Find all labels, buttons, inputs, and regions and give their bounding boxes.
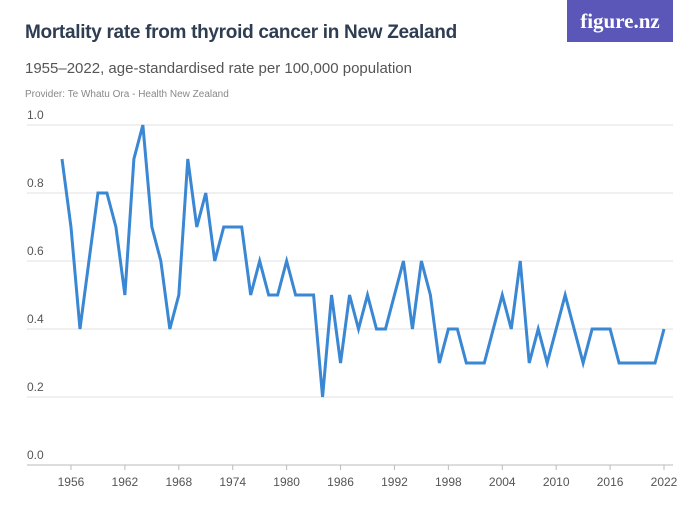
data-point [383,327,387,331]
data-point [563,293,567,297]
data-point [222,225,226,229]
data-point [159,259,163,263]
data-point [572,327,576,331]
y-tick-label: 0.8 [27,176,44,190]
data-point [455,327,459,331]
data-point [339,361,343,365]
data-point [141,123,145,127]
data-point [581,361,585,365]
data-point [96,191,100,195]
data-point [114,225,118,229]
x-tick-label: 1974 [219,475,246,489]
data-point [392,293,396,297]
x-tick-label: 1986 [327,475,354,489]
data-point [294,293,298,297]
data-point [518,259,522,263]
x-tick-label: 1968 [165,475,192,489]
x-tick-label: 2004 [489,475,516,489]
data-point [285,259,289,263]
data-point [554,327,558,331]
data-point [608,327,612,331]
chart-title: Mortality rate from thyroid cancer in Ne… [25,22,457,43]
data-point [213,259,217,263]
data-point [330,293,334,297]
data-point [267,293,271,297]
data-point [60,157,64,161]
data-point [348,293,352,297]
data-point [644,361,648,365]
data-point [240,225,244,229]
data-point [258,259,262,263]
x-tick-label: 1992 [381,475,408,489]
x-tick-label: 1962 [112,475,139,489]
data-point [653,361,657,365]
data-point [276,293,280,297]
data-point [321,395,325,399]
data-point [78,327,82,331]
data-point [249,293,253,297]
provider-text: Provider: Te Whatu Ora - Health New Zeal… [25,89,229,100]
chart-subtitle: 1955–2022, age-standardised rate per 100… [25,60,412,77]
data-point [357,327,361,331]
data-point [401,259,405,263]
data-point [365,293,369,297]
data-point [446,327,450,331]
data-point [473,361,477,365]
y-tick-label: 0.4 [27,312,44,326]
data-point [204,191,208,195]
data-point [186,157,190,161]
data-point [195,225,199,229]
data-point [374,327,378,331]
data-point [419,259,423,263]
data-point [177,293,181,297]
data-point [87,259,91,263]
data-point [662,327,666,331]
data-line [60,124,666,398]
data-point [132,157,136,161]
data-point [599,327,603,331]
data-point [231,225,235,229]
x-tick-label: 1956 [58,475,85,489]
data-point [168,327,172,331]
data-point [590,327,594,331]
data-point [545,361,549,365]
data-point [491,327,495,331]
data-point [312,293,316,297]
data-point [626,361,630,365]
data-point [509,327,513,331]
data-point [617,361,621,365]
data-point [303,293,307,297]
data-point [527,361,531,365]
y-tick-label: 1.0 [27,108,44,122]
data-point [536,327,540,331]
data-point [150,225,154,229]
figure-nz-logo[interactable]: figure.nz [567,0,673,42]
y-tick-label: 0.6 [27,244,44,258]
data-point [635,361,639,365]
x-tick-label: 2016 [597,475,624,489]
y-tick-label: 0.0 [27,448,44,462]
data-point [123,293,127,297]
data-point [69,225,73,229]
x-tick-label: 1998 [435,475,462,489]
data-point [410,327,414,331]
data-point [105,191,109,195]
y-tick-label: 0.2 [27,380,44,394]
data-point [482,361,486,365]
x-tick-label: 2022 [651,475,678,489]
data-point [428,293,432,297]
x-tick-label: 2010 [543,475,570,489]
x-tick-label: 1980 [273,475,300,489]
data-point [464,361,468,365]
data-point [437,361,441,365]
data-point [500,293,504,297]
